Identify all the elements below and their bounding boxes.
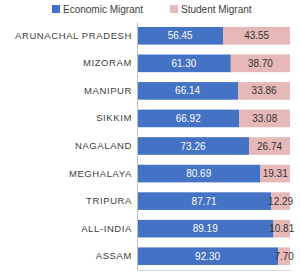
data-label: 12.29 bbox=[268, 196, 293, 207]
legend-label: Student Migrant bbox=[181, 4, 252, 15]
value-axis bbox=[138, 270, 291, 271]
tick: ALL-INDIA bbox=[81, 223, 137, 234]
axis-line bbox=[137, 23, 138, 271]
data-label: 43.55 bbox=[244, 30, 269, 41]
legend-item: Economic Migrant bbox=[52, 4, 143, 15]
tick: MANIPUR bbox=[84, 85, 137, 96]
data-label: 56.45 bbox=[168, 30, 193, 41]
bar bbox=[137, 137, 249, 155]
legend: Economic Migrant Student Migrant bbox=[52, 4, 252, 15]
category-label: ASSAM bbox=[96, 250, 132, 261]
bar bbox=[249, 137, 290, 155]
data-label: 66.14 bbox=[175, 85, 200, 96]
category-label: MEGHALAYA bbox=[69, 168, 132, 179]
data-label: 73.26 bbox=[181, 141, 206, 152]
axis-line bbox=[138, 270, 291, 271]
bar bbox=[137, 82, 238, 100]
bar bbox=[238, 82, 290, 100]
bar bbox=[137, 165, 260, 183]
tick: MIZORAM bbox=[83, 57, 137, 68]
legend-swatch bbox=[52, 5, 60, 13]
tick: SIKKIM bbox=[96, 112, 137, 123]
data-label: 33.86 bbox=[252, 85, 277, 96]
tick: ASSAM bbox=[96, 250, 137, 261]
chart: 56.45 61.30 66.14 66.92 73.26 80.69 87.71 89.19… bbox=[0, 0, 300, 277]
tick: NAGALAND bbox=[75, 140, 137, 151]
legend-label: Economic Migrant bbox=[63, 4, 143, 15]
data-label: 80.69 bbox=[186, 168, 211, 179]
data-label: 10.81 bbox=[269, 223, 294, 234]
tick: MEGHALAYA bbox=[69, 168, 137, 179]
category-axis: ARUNACHAL PRADESH MIZORAM MANIPUR SIKKIM NAG… bbox=[15, 23, 138, 271]
data-label: 33.08 bbox=[252, 113, 277, 124]
data-label: 87.71 bbox=[192, 196, 217, 207]
data-label: 19.31 bbox=[263, 168, 288, 179]
bar bbox=[137, 192, 271, 210]
category-label: TRIPURA bbox=[86, 195, 132, 206]
data-label: 7.70 bbox=[274, 251, 294, 262]
tick: ARUNACHAL PRADESH bbox=[15, 30, 137, 41]
category-label: ARUNACHAL PRADESH bbox=[15, 30, 132, 41]
data-label: 61.30 bbox=[171, 58, 196, 69]
category-label: SIKKIM bbox=[96, 112, 132, 123]
bar bbox=[137, 220, 273, 238]
category-label: MIZORAM bbox=[83, 57, 132, 68]
data-label: 26.74 bbox=[257, 141, 282, 152]
bar bbox=[260, 165, 290, 183]
data-label: 92.30 bbox=[195, 251, 220, 262]
legend-swatch bbox=[170, 5, 178, 13]
data-label: 89.19 bbox=[193, 223, 218, 234]
legend-item: Student Migrant bbox=[170, 4, 252, 15]
bar bbox=[137, 55, 231, 73]
data-label: 66.92 bbox=[176, 113, 201, 124]
category-label: NAGALAND bbox=[75, 140, 132, 151]
plot: 56.45 61.30 66.14 66.92 73.26 80.69 87.71 89.19… bbox=[15, 23, 295, 271]
bar bbox=[231, 55, 290, 73]
bar bbox=[137, 247, 278, 265]
category-label: ALL-INDIA bbox=[81, 223, 132, 234]
data-labels: 56.45 61.30 66.14 66.92 73.26 80.69 87.71 89.19… bbox=[168, 30, 295, 261]
category-label: MANIPUR bbox=[84, 85, 132, 96]
bar bbox=[137, 27, 223, 45]
bar bbox=[239, 110, 290, 128]
bar bbox=[223, 27, 290, 45]
bar bbox=[137, 110, 239, 128]
data-label: 38.70 bbox=[248, 58, 273, 69]
tick: TRIPURA bbox=[86, 195, 137, 206]
bars bbox=[137, 27, 290, 265]
